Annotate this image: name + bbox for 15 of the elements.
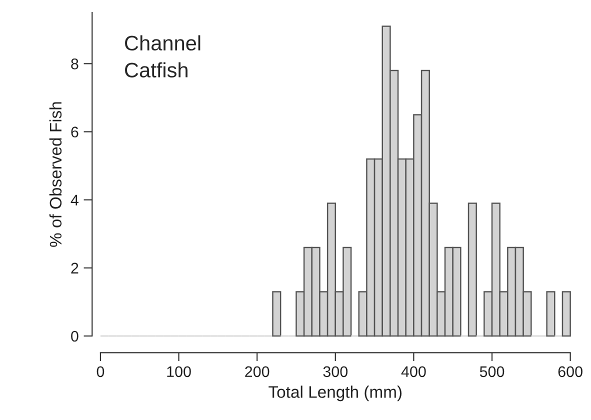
x-tick-label: 100 [167, 366, 191, 378]
y-tick-label: 2 [71, 262, 78, 274]
annotation: Channel Catfish [125, 35, 200, 78]
y-tick-label: 8 [71, 58, 78, 70]
x-axis-title: Total Length (mm) [268, 386, 402, 402]
x-tick-label: 300 [323, 366, 348, 378]
y-tick-label: 4 [70, 194, 78, 206]
y-tick-label: 0 [71, 330, 78, 342]
x-tick-label: 500 [480, 366, 504, 378]
y-tick-label: 6 [71, 126, 78, 138]
x-tick-label: 600 [558, 366, 582, 378]
y-axis-title: % of Observed Fish [49, 102, 62, 247]
x-tick-label: 200 [245, 366, 270, 378]
x-tick-label: 0 [96, 366, 104, 378]
x-tick-label: 400 [401, 366, 426, 378]
